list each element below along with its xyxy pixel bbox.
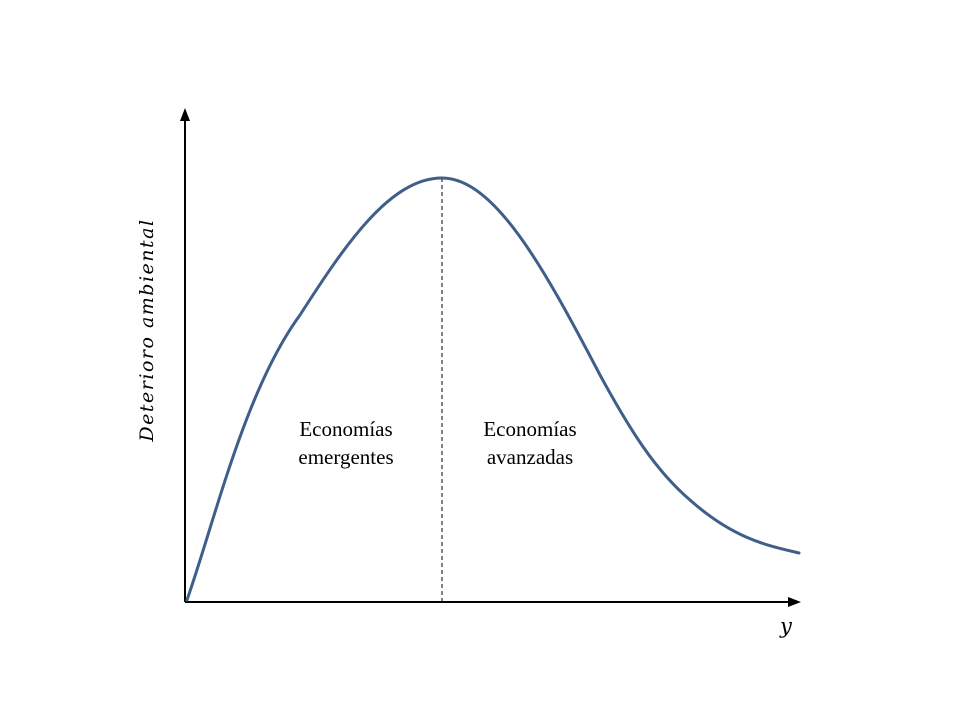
region-label-advanced-line2: avanzadas [486, 445, 574, 469]
environmental-curve [185, 176, 801, 602]
y-axis-label: Deterioro ambiental [136, 218, 158, 442]
region-label-advanced-line1: Economías [483, 417, 577, 441]
region-label-advanced: Economías avanzadas [450, 415, 610, 471]
region-label-emerging-line1: Economías [299, 417, 393, 441]
x-axis-label: y [780, 614, 792, 638]
region-label-emerging: Economías emergentes [266, 415, 426, 471]
y-axis-arrow [180, 108, 190, 121]
x-axis-arrow [788, 597, 801, 607]
region-label-emerging-line2: emergentes [298, 445, 394, 469]
